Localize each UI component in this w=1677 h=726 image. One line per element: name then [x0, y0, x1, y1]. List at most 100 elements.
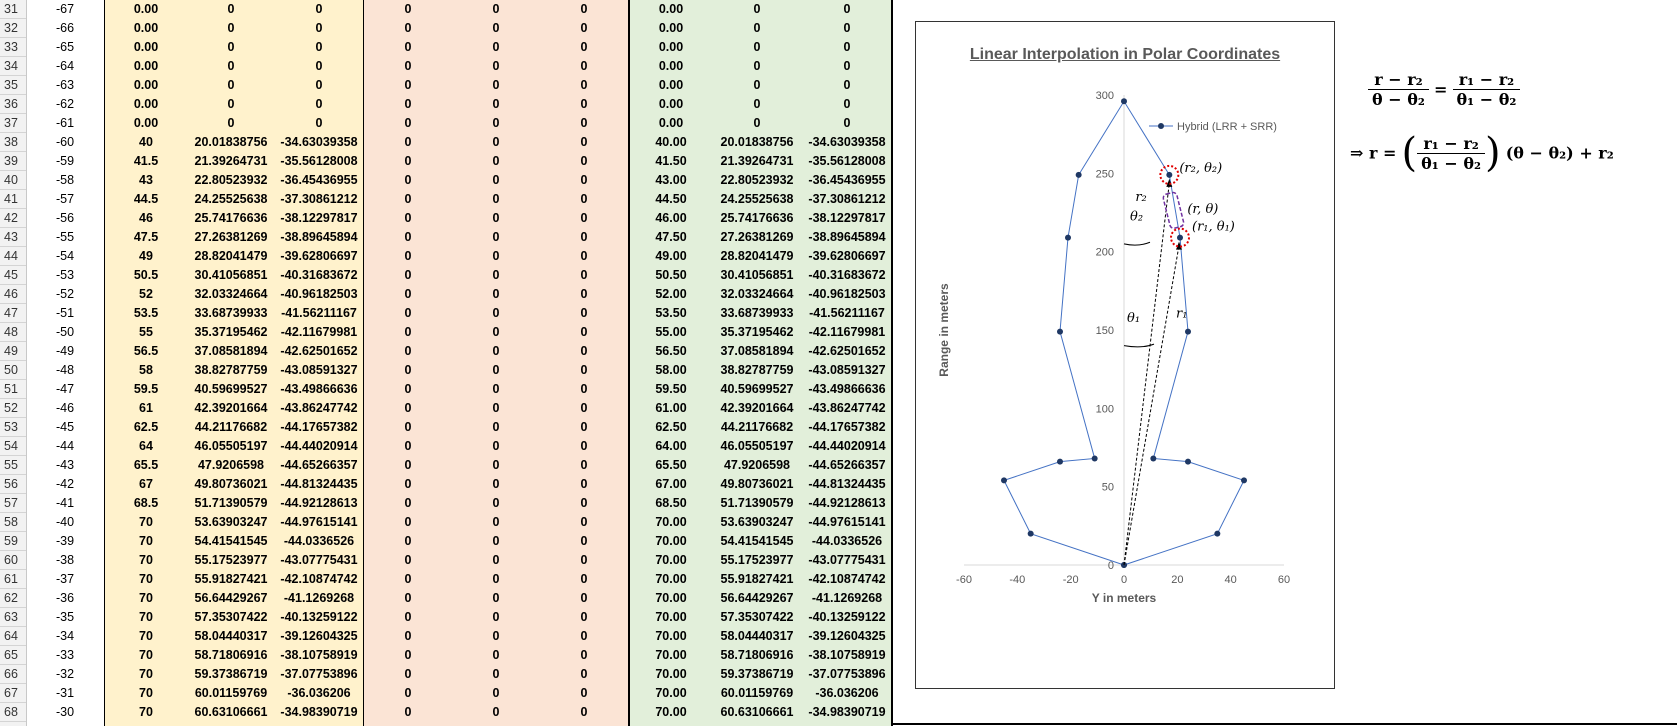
- cell-j[interactable]: 56.64429267: [720, 591, 794, 605]
- cell-g[interactable]: 0: [492, 648, 500, 662]
- cell-g[interactable]: 0: [492, 382, 500, 396]
- cell-e[interactable]: -38.89645894: [280, 230, 358, 244]
- cell-j[interactable]: 30.41056851: [720, 268, 794, 282]
- cell-h[interactable]: 0: [580, 192, 588, 206]
- cell-c[interactable]: 0.00: [133, 78, 159, 92]
- cell-d[interactable]: 51.71390579: [194, 496, 268, 510]
- cell-i[interactable]: 55.00: [655, 325, 687, 339]
- cell-e[interactable]: 0: [315, 2, 323, 16]
- cell-d[interactable]: 56.64429267: [194, 591, 268, 605]
- cell-j[interactable]: 40.59699527: [720, 382, 794, 396]
- row-number[interactable]: 53: [0, 418, 26, 437]
- cell-c[interactable]: 46: [139, 211, 153, 225]
- cell-f[interactable]: 0: [404, 705, 412, 719]
- cell-c[interactable]: 0.00: [133, 40, 159, 54]
- row-number[interactable]: 35: [0, 76, 26, 95]
- cell-i[interactable]: 70.00: [655, 667, 687, 681]
- cell-k[interactable]: 0: [843, 116, 851, 130]
- cell-j[interactable]: 0: [753, 40, 761, 54]
- cell-e[interactable]: -41.1269268: [283, 591, 355, 605]
- cell-d[interactable]: 58.71806916: [194, 648, 268, 662]
- cell-b[interactable]: -59: [55, 154, 75, 168]
- cell-c[interactable]: 68.5: [133, 496, 159, 510]
- cell-b[interactable]: -60: [55, 135, 75, 149]
- cell-i[interactable]: 61.00: [655, 401, 687, 415]
- cell-e[interactable]: -36.45436955: [280, 173, 358, 187]
- cell-h[interactable]: 0: [580, 553, 588, 567]
- cell-k[interactable]: -39.62806697: [808, 249, 886, 263]
- cell-g[interactable]: 0: [492, 629, 500, 643]
- cell-b[interactable]: -36: [55, 591, 75, 605]
- row-number[interactable]: 65: [0, 646, 26, 665]
- cell-d[interactable]: 24.25525638: [194, 192, 268, 206]
- row-number[interactable]: 52: [0, 399, 26, 418]
- cell-e[interactable]: -39.62806697: [280, 249, 358, 263]
- cell-k[interactable]: -44.81324435: [808, 477, 886, 491]
- cell-f[interactable]: 0: [404, 667, 412, 681]
- cell-c[interactable]: 70: [139, 705, 153, 719]
- cell-k[interactable]: -44.17657382: [808, 420, 886, 434]
- cell-d[interactable]: 59.37386719: [194, 667, 268, 681]
- cell-k[interactable]: -36.036206: [815, 686, 879, 700]
- cell-c[interactable]: 64: [139, 439, 153, 453]
- cell-c[interactable]: 40: [139, 135, 153, 149]
- cell-f[interactable]: 0: [404, 325, 412, 339]
- cell-e[interactable]: -42.10874742: [280, 572, 358, 586]
- cell-k[interactable]: -37.30861212: [808, 192, 886, 206]
- cell-d[interactable]: 58.04440317: [194, 629, 268, 643]
- cell-k[interactable]: -39.12604325: [808, 629, 886, 643]
- cell-k[interactable]: -40.96182503: [808, 287, 886, 301]
- cell-g[interactable]: 0: [492, 458, 500, 472]
- cell-c[interactable]: 70: [139, 534, 153, 548]
- cell-d[interactable]: 0: [227, 59, 235, 73]
- cell-d[interactable]: 20.01838756: [194, 135, 268, 149]
- cell-j[interactable]: 22.80523932: [720, 173, 794, 187]
- cell-d[interactable]: 53.63903247: [194, 515, 268, 529]
- cell-i[interactable]: 0.00: [658, 116, 684, 130]
- cell-h[interactable]: 0: [580, 705, 588, 719]
- cell-e[interactable]: 0: [315, 116, 323, 130]
- cell-f[interactable]: 0: [404, 287, 412, 301]
- cell-f[interactable]: 0: [404, 344, 412, 358]
- cell-g[interactable]: 0: [492, 230, 500, 244]
- cell-d[interactable]: 22.80523932: [194, 173, 268, 187]
- cell-b[interactable]: -67: [55, 2, 75, 16]
- row-number[interactable]: 59: [0, 532, 26, 551]
- cell-c[interactable]: 0.00: [133, 97, 159, 111]
- cell-d[interactable]: 21.39264731: [194, 154, 268, 168]
- row-number[interactable]: 57: [0, 494, 26, 513]
- cell-e[interactable]: -42.62501652: [280, 344, 358, 358]
- cell-k[interactable]: -43.08591327: [808, 363, 886, 377]
- cell-h[interactable]: 0: [580, 306, 588, 320]
- row-number[interactable]: 48: [0, 323, 26, 342]
- row-number[interactable]: 66: [0, 665, 26, 684]
- cell-d[interactable]: 28.82041479: [194, 249, 268, 263]
- cell-b[interactable]: -66: [55, 21, 75, 35]
- cell-c[interactable]: 70: [139, 686, 153, 700]
- cell-i[interactable]: 0.00: [658, 2, 684, 16]
- cell-c[interactable]: 0.00: [133, 116, 159, 130]
- cell-c[interactable]: 0.00: [133, 59, 159, 73]
- cell-i[interactable]: 70.00: [655, 534, 687, 548]
- cell-f[interactable]: 0: [404, 477, 412, 491]
- cell-j[interactable]: 58.71806916: [720, 648, 794, 662]
- cell-c[interactable]: 61: [139, 401, 153, 415]
- cell-i[interactable]: 49.00: [655, 249, 687, 263]
- cell-c[interactable]: 70: [139, 629, 153, 643]
- cell-j[interactable]: 33.68739933: [720, 306, 794, 320]
- cell-g[interactable]: 0: [492, 211, 500, 225]
- cell-h[interactable]: 0: [580, 610, 588, 624]
- cell-k[interactable]: 0: [843, 2, 851, 16]
- cell-i[interactable]: 70.00: [655, 629, 687, 643]
- cell-k[interactable]: -40.31683672: [808, 268, 886, 282]
- cell-j[interactable]: 53.63903247: [720, 515, 794, 529]
- cell-j[interactable]: 0: [753, 2, 761, 16]
- cell-f[interactable]: 0: [404, 192, 412, 206]
- cell-d[interactable]: 60.63106661: [194, 705, 268, 719]
- cell-g[interactable]: 0: [492, 287, 500, 301]
- row-number[interactable]: 32: [0, 19, 26, 38]
- row-number[interactable]: 54: [0, 437, 26, 456]
- cell-d[interactable]: 40.59699527: [194, 382, 268, 396]
- cell-k[interactable]: -36.45436955: [808, 173, 886, 187]
- cell-e[interactable]: -41.56211167: [281, 306, 357, 320]
